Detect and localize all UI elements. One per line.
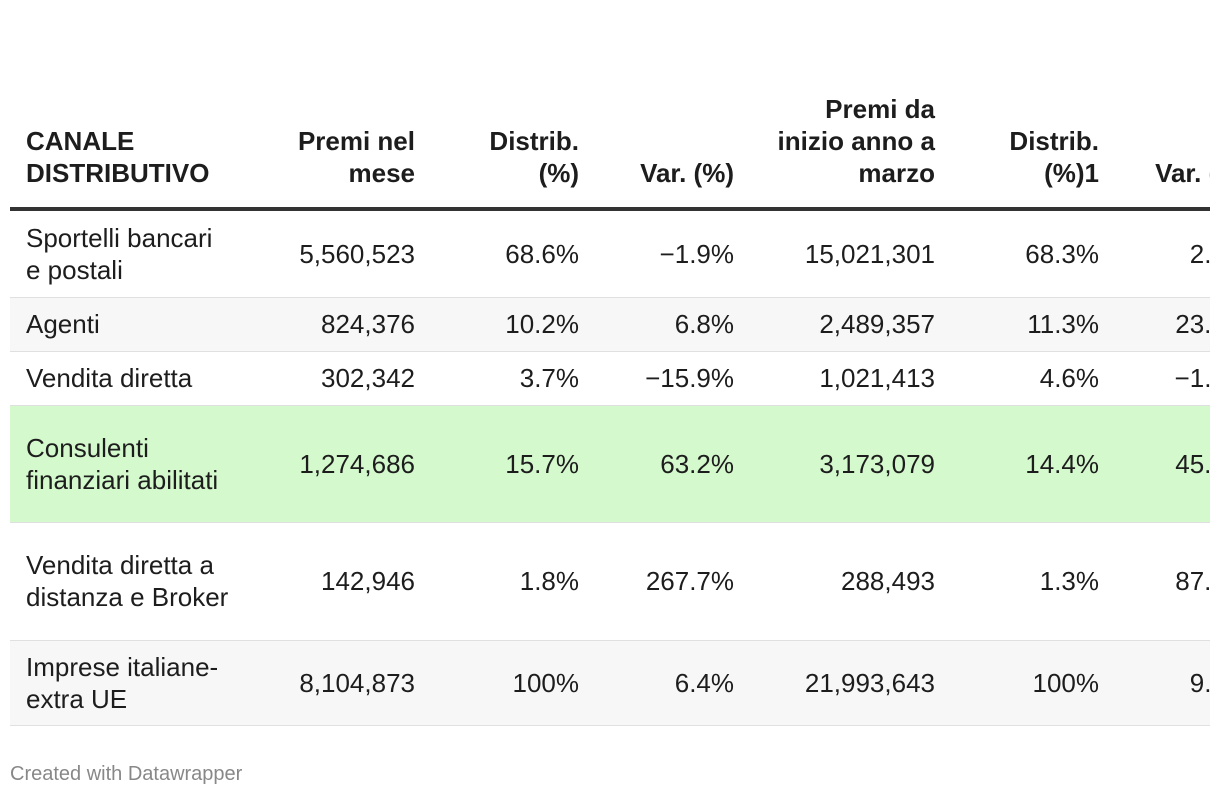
table-cell: −1.9%	[595, 209, 750, 298]
column-header: Premi nel mese	[250, 45, 431, 211]
table-row: Vendita diretta 302,342 3.7% −15.9% 1,021,41…	[10, 351, 1210, 406]
table-cell: 10.2%	[431, 297, 595, 352]
table-cell: Imprese italiane-extra UE	[10, 640, 250, 726]
column-header: CANALE DISTRIBUTIVO	[10, 45, 250, 211]
table-cell: 9.6%	[1115, 640, 1210, 726]
table-cell: 1.3%	[951, 522, 1115, 641]
table-cell: Vendita diretta a distanza e Broker	[10, 522, 250, 641]
table-cell: 3.7%	[431, 351, 595, 406]
table-cell: 302,342	[250, 351, 431, 406]
table-cell: Sportelli bancari e postali	[10, 209, 250, 298]
table-cell: 2,489,357	[750, 297, 951, 352]
table-cell: 8,104,873	[250, 640, 431, 726]
table-row: Vendita diretta a distanza e Broker 142,9…	[10, 522, 1210, 641]
table-cell: 142,946	[250, 522, 431, 641]
table-row: Sportelli bancari e postali 5,560,523 68.6…	[10, 209, 1210, 298]
table: CANALE DISTRIBUTIVO Premi nel mese Distrib…	[10, 45, 1210, 726]
footer: Created with Datawrapper	[10, 763, 243, 785]
table-cell: 288,493	[750, 522, 951, 641]
table-cell: −1.5%	[1115, 351, 1210, 406]
table-cell: 4.6%	[951, 351, 1115, 406]
column-header: Var. (%)	[595, 45, 750, 211]
table-cell: 15.7%	[431, 405, 595, 523]
table-cell: 45.6%	[1115, 405, 1210, 523]
table-row: Consulenti finanziari abilitati 1,274,686…	[10, 405, 1210, 523]
table-cell: 63.2%	[595, 405, 750, 523]
table-cell: 1.8%	[431, 522, 595, 641]
table-cell: 5,560,523	[250, 209, 431, 298]
table-cell: 68.3%	[951, 209, 1115, 298]
table-cell: 3,173,079	[750, 405, 951, 523]
column-header: Var. (%)	[1115, 45, 1210, 211]
table-cell: 100%	[951, 640, 1115, 726]
table-row: Agenti824,37610.2%6.8%2,489,35711.3%23.8…	[10, 297, 1210, 352]
column-header: Distrib. (%)	[431, 45, 595, 211]
table-cell: 267.7%	[595, 522, 750, 641]
table-cell: 1,021,413	[750, 351, 951, 406]
table-cell: −15.9%	[595, 351, 750, 406]
table-row: Imprese italiane-extra UE 8,104,873 100% 6.…	[10, 640, 1210, 726]
table-container: CANALE DISTRIBUTIVO Premi nel mese Distrib…	[10, 45, 1210, 726]
table-cell: 23.8%	[1115, 297, 1210, 352]
table-cell: 21,993,643	[750, 640, 951, 726]
table-cell: 2.3%	[1115, 209, 1210, 298]
table-cell: 6.8%	[595, 297, 750, 352]
table-body: Sportelli bancari e postali 5,560,523 68.6…	[10, 209, 1210, 726]
column-header: Distrib. (%)1	[951, 45, 1115, 211]
header-row: CANALE DISTRIBUTIVO Premi nel mese Distrib…	[10, 45, 1210, 211]
column-header: Premi da inizio anno a marzo	[750, 45, 951, 211]
table-cell: Agenti	[10, 297, 250, 352]
table-cell: 87.8%	[1115, 522, 1210, 641]
table-cell: 14.4%	[951, 405, 1115, 523]
table-cell: Vendita diretta	[10, 351, 250, 406]
table-cell: 824,376	[250, 297, 431, 352]
table-cell: 100%	[431, 640, 595, 726]
table-cell: 6.4%	[595, 640, 750, 726]
table-cell: Consulenti finanziari abilitati	[10, 405, 250, 523]
table-cell: 15,021,301	[750, 209, 951, 298]
table-cell: 11.3%	[951, 297, 1115, 352]
table-cell: 68.6%	[431, 209, 595, 298]
table-cell: 1,274,686	[250, 405, 431, 523]
